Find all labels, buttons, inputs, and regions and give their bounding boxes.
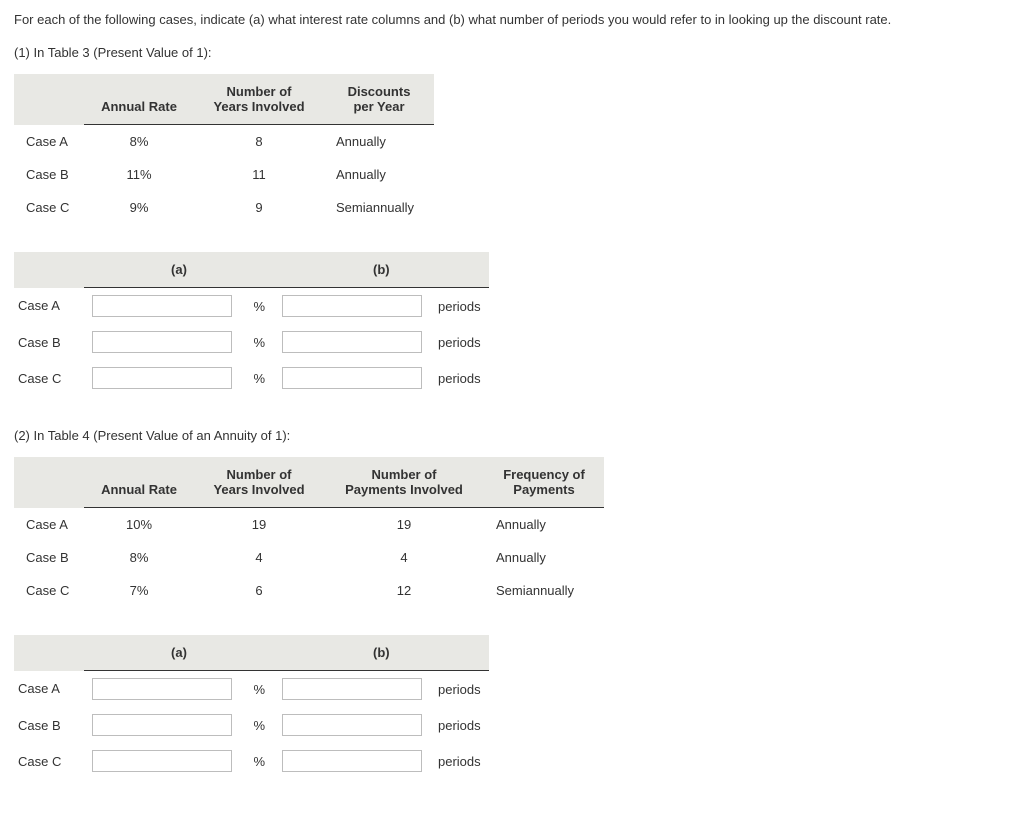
answers1-table: (a) (b) Case A % periods Case B % period… xyxy=(14,252,489,396)
percent-label: % xyxy=(245,743,274,779)
answers1-row-case: Case C xyxy=(14,360,84,396)
section2-heading: (2) In Table 4 (Present Value of an Annu… xyxy=(14,428,1012,443)
answers2-input-a[interactable] xyxy=(92,750,232,772)
table2-row-case: Case B xyxy=(14,541,84,574)
table2-cell-payments: 4 xyxy=(324,541,484,574)
table2-cell-freq: Annually xyxy=(484,541,604,574)
percent-label: % xyxy=(245,324,274,360)
answers2-row-case: Case B xyxy=(14,707,84,743)
table2-cell-payments: 19 xyxy=(324,508,484,542)
table1-header-discounts: Discountsper Year xyxy=(324,74,434,125)
periods-label: periods xyxy=(430,324,489,360)
answers1-input-a[interactable] xyxy=(92,295,232,317)
table1-cell-years: 9 xyxy=(194,191,324,224)
answers1-header-a: (a) xyxy=(84,252,274,288)
answers2-input-b[interactable] xyxy=(282,714,422,736)
table1-row-case: Case B xyxy=(14,158,84,191)
periods-label: periods xyxy=(430,707,489,743)
table2-cell-years: 19 xyxy=(194,508,324,542)
periods-label: periods xyxy=(430,671,489,708)
table2-row-case: Case C xyxy=(14,574,84,607)
answers1-blank-header xyxy=(14,252,84,288)
periods-label: periods xyxy=(430,743,489,779)
table2-header-rate: Annual Rate xyxy=(84,457,194,508)
answers2-header-b: (b) xyxy=(274,635,489,671)
table2: Annual Rate Number ofYears Involved Numb… xyxy=(14,457,604,607)
table2-cell-freq: Semiannually xyxy=(484,574,604,607)
table2-blank-header xyxy=(14,457,84,508)
table1-cell-rate: 9% xyxy=(84,191,194,224)
answers2-header-a: (a) xyxy=(84,635,274,671)
table1-cell-years: 11 xyxy=(194,158,324,191)
answers1-input-b[interactable] xyxy=(282,367,422,389)
table1-row-case: Case A xyxy=(14,125,84,159)
answers1-row-case: Case B xyxy=(14,324,84,360)
answers2-input-b[interactable] xyxy=(282,750,422,772)
periods-label: periods xyxy=(430,360,489,396)
section1-heading: (1) In Table 3 (Present Value of 1): xyxy=(14,45,1012,60)
table2-cell-years: 6 xyxy=(194,574,324,607)
answers2-row-case: Case C xyxy=(14,743,84,779)
table1-cell-discounts: Annually xyxy=(324,125,434,159)
answers2-blank-header xyxy=(14,635,84,671)
question-text: For each of the following cases, indicat… xyxy=(14,12,1012,27)
table2-cell-rate: 8% xyxy=(84,541,194,574)
table1-cell-discounts: Annually xyxy=(324,158,434,191)
table1-cell-rate: 11% xyxy=(84,158,194,191)
answers1-header-b: (b) xyxy=(274,252,489,288)
table1-cell-years: 8 xyxy=(194,125,324,159)
percent-label: % xyxy=(245,707,274,743)
periods-label: periods xyxy=(430,288,489,325)
table2-cell-years: 4 xyxy=(194,541,324,574)
table2-cell-rate: 7% xyxy=(84,574,194,607)
table1-blank-header xyxy=(14,74,84,125)
answers2-table: (a) (b) Case A % periods Case B % period… xyxy=(14,635,489,779)
table2-cell-payments: 12 xyxy=(324,574,484,607)
table2-header-freq: Frequency ofPayments xyxy=(484,457,604,508)
table2-row-case: Case A xyxy=(14,508,84,542)
table1-cell-rate: 8% xyxy=(84,125,194,159)
answers1-input-b[interactable] xyxy=(282,295,422,317)
table2-cell-freq: Annually xyxy=(484,508,604,542)
percent-label: % xyxy=(245,360,274,396)
answers2-row-case: Case A xyxy=(14,671,84,708)
answers2-input-b[interactable] xyxy=(282,678,422,700)
answers1-input-a[interactable] xyxy=(92,367,232,389)
table2-header-years: Number ofYears Involved xyxy=(194,457,324,508)
table2-header-payments: Number ofPayments Involved xyxy=(324,457,484,508)
answers1-input-a[interactable] xyxy=(92,331,232,353)
answers1-row-case: Case A xyxy=(14,288,84,325)
table2-cell-rate: 10% xyxy=(84,508,194,542)
table1: Annual Rate Number ofYears Involved Disc… xyxy=(14,74,434,224)
table1-header-years: Number ofYears Involved xyxy=(194,74,324,125)
answers2-input-a[interactable] xyxy=(92,678,232,700)
percent-label: % xyxy=(245,671,274,708)
answers1-input-b[interactable] xyxy=(282,331,422,353)
table1-header-rate: Annual Rate xyxy=(84,74,194,125)
table1-row-case: Case C xyxy=(14,191,84,224)
answers2-input-a[interactable] xyxy=(92,714,232,736)
percent-label: % xyxy=(245,288,274,325)
table1-cell-discounts: Semiannually xyxy=(324,191,434,224)
